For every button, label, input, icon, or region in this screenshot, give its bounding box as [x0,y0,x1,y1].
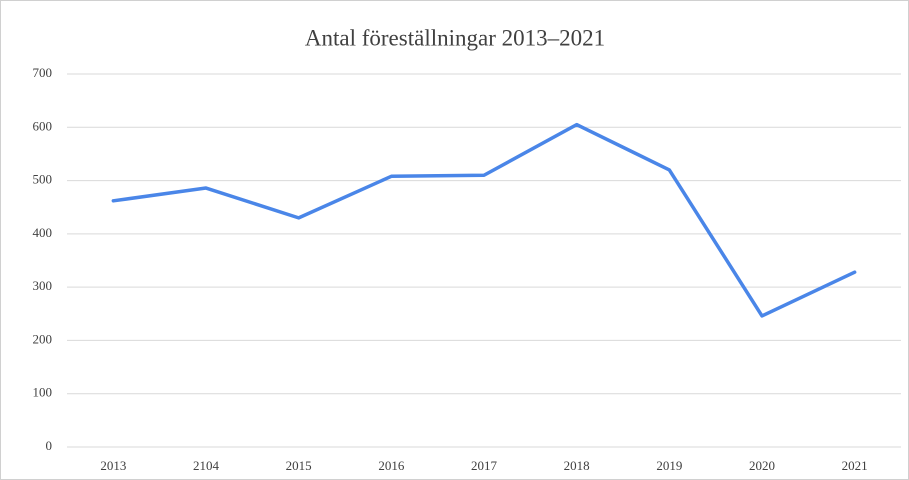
x-tick-label: 2013 [100,458,126,473]
x-tick-label: 2019 [656,458,682,473]
x-tick-label: 2017 [471,458,498,473]
x-tick-label: 2020 [749,458,775,473]
x-tick-label: 2016 [378,458,405,473]
y-tick-label: 500 [33,172,53,187]
x-tick-label: 2104 [193,458,220,473]
x-tick-label: 2018 [564,458,590,473]
y-tick-label: 600 [33,118,53,133]
y-tick-label: 100 [33,385,53,400]
y-tick-label: 200 [33,331,53,346]
y-tick-label: 300 [33,278,53,293]
chart-title: Antal föreställningar 2013–2021 [305,25,605,50]
data-line [111,122,857,318]
x-tick-label: 2015 [286,458,312,473]
y-tick-label: 0 [46,438,53,453]
y-tick-label: 400 [33,225,53,240]
x-tick-label: 2021 [842,458,868,473]
y-tick-label: 700 [33,65,53,80]
